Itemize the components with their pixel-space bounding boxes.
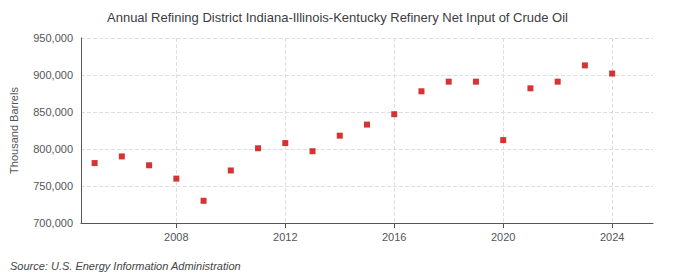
svg-text:950,000: 950,000 (33, 32, 73, 44)
svg-text:Annual Refining District India: Annual Refining District Indiana-Illinoi… (107, 10, 568, 25)
svg-text:2016: 2016 (382, 231, 406, 243)
svg-text:2024: 2024 (600, 231, 624, 243)
svg-text:2008: 2008 (164, 231, 188, 243)
svg-text:700,000: 700,000 (33, 217, 73, 229)
svg-text:2020: 2020 (491, 231, 515, 243)
svg-text:750,000: 750,000 (33, 180, 73, 192)
svg-text:850,000: 850,000 (33, 106, 73, 118)
svg-text:2012: 2012 (273, 231, 297, 243)
svg-text:800,000: 800,000 (33, 143, 73, 155)
svg-text:Source: U.S. Energy Informatio: Source: U.S. Energy Information Administ… (10, 260, 241, 272)
svg-text:900,000: 900,000 (33, 69, 73, 81)
svg-text:Thousand Barrels: Thousand Barrels (8, 87, 20, 174)
